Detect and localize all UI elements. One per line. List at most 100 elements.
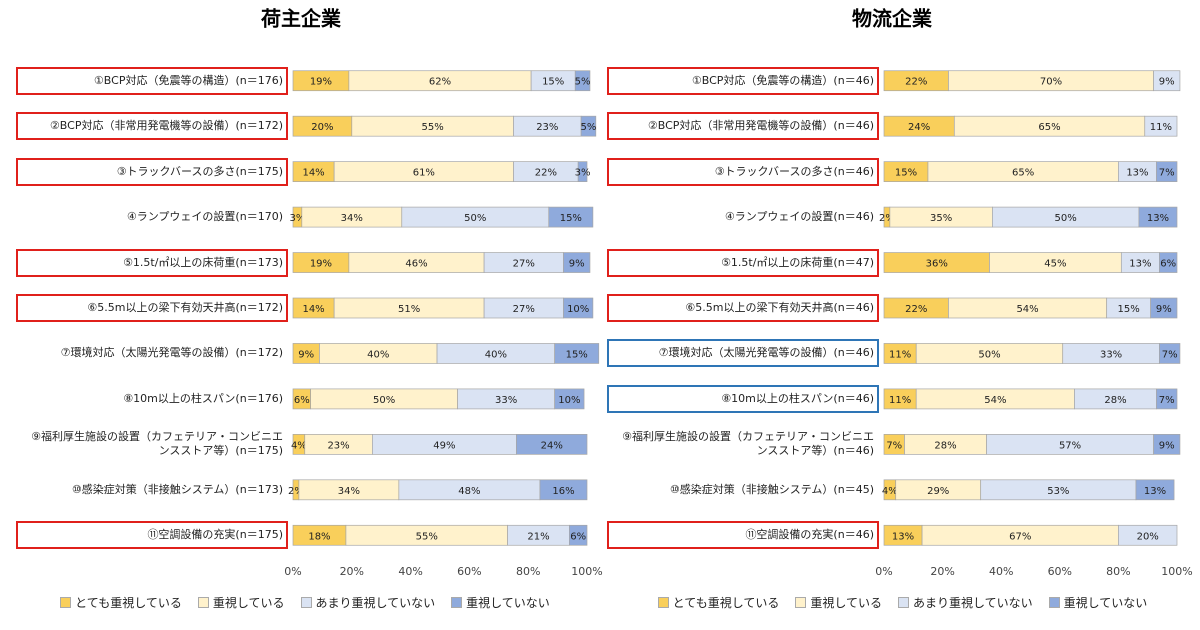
data-label: 13% bbox=[1126, 168, 1148, 179]
data-label: 7% bbox=[1162, 349, 1178, 360]
data-label: 9% bbox=[298, 349, 314, 360]
data-label: 53% bbox=[1047, 486, 1069, 497]
bar-segment bbox=[1159, 252, 1178, 273]
data-label: 13% bbox=[1144, 486, 1166, 497]
category-label: ⑥5.5m以上の梁下有効天井高(n＝46) bbox=[607, 294, 879, 322]
bar-segment bbox=[1153, 434, 1181, 455]
data-label: 28% bbox=[1104, 395, 1126, 406]
category-label: ①BCP対応（免震等の構造）(n＝46) bbox=[607, 66, 879, 95]
category-label: ③トラックバースの多さ(n＝46) bbox=[607, 157, 879, 186]
category-label: ⑪空調設備の充実(n＝46) bbox=[607, 521, 879, 550]
data-label: 10% bbox=[567, 304, 589, 315]
category-label: ④ランプウェイの設置(n＝170) bbox=[126, 210, 283, 224]
data-label: 3% bbox=[575, 168, 591, 179]
data-label: 20% bbox=[1137, 531, 1159, 542]
data-label: 29% bbox=[927, 486, 949, 497]
legend-item: あまり重視していない bbox=[898, 594, 1033, 611]
x-tick-label: 20% bbox=[930, 565, 954, 578]
data-label: 4% bbox=[882, 486, 898, 497]
legend-label: とても重視している bbox=[75, 596, 182, 610]
category-label: ⑤1.5t/㎡以上の床荷重(n＝47) bbox=[607, 248, 879, 277]
category-label: ⑨福利厚生施設の設置（カフェテリア・コンビニエンスストア等）(n＝46) bbox=[622, 430, 874, 458]
data-label: 55% bbox=[422, 122, 444, 133]
legend-item: とても重視している bbox=[60, 594, 182, 611]
category-label: ⑪空調設備の充実(n＝175) bbox=[16, 521, 288, 550]
chart-title: 物流企業 bbox=[852, 7, 933, 31]
x-tick-label: 60% bbox=[1048, 565, 1072, 578]
data-label: 49% bbox=[433, 440, 455, 451]
legend-swatch bbox=[451, 597, 463, 608]
data-label: 33% bbox=[495, 395, 517, 406]
data-label: 28% bbox=[934, 440, 956, 451]
bar-segment bbox=[1156, 161, 1178, 182]
category-label: ③トラックバースの多さ(n＝175) bbox=[16, 157, 288, 186]
data-label: 20% bbox=[311, 122, 333, 133]
legend-swatch bbox=[1048, 597, 1060, 608]
data-label: 55% bbox=[416, 531, 438, 542]
data-label: 13% bbox=[892, 531, 914, 542]
data-label: 22% bbox=[905, 304, 927, 315]
legend-item: 重視していない bbox=[1048, 594, 1147, 611]
data-label: 7% bbox=[1159, 395, 1175, 406]
legend-item: あまり重視していない bbox=[300, 594, 435, 611]
data-label: 5% bbox=[581, 122, 597, 133]
bar-segment bbox=[554, 388, 585, 410]
data-label: 9% bbox=[1156, 304, 1172, 315]
legend-swatch bbox=[197, 597, 209, 608]
data-label: 21% bbox=[527, 531, 549, 542]
bar-segment bbox=[563, 297, 594, 319]
data-label: 15% bbox=[566, 349, 588, 360]
x-tick-label: 60% bbox=[457, 565, 481, 578]
bar-segment bbox=[1159, 343, 1181, 364]
category-label: ④ランプウェイの設置(n＝46) bbox=[724, 210, 874, 224]
data-label: 15% bbox=[560, 213, 582, 224]
legend-item: 重視している bbox=[197, 594, 285, 611]
category-label: ⑩感染症対策（非接触システム）(n＝173) bbox=[71, 482, 283, 496]
legend-item: 重視していない bbox=[451, 594, 550, 611]
data-label: 33% bbox=[1100, 349, 1122, 360]
bar-segment bbox=[563, 252, 591, 273]
x-tick-label: 40% bbox=[989, 565, 1013, 578]
legend-swatch bbox=[60, 597, 72, 608]
data-label: 54% bbox=[1016, 304, 1038, 315]
data-label: 51% bbox=[398, 304, 420, 315]
data-label: 9% bbox=[1159, 77, 1175, 88]
data-label: 50% bbox=[978, 349, 1000, 360]
legend-label: とても重視している bbox=[672, 596, 780, 610]
data-label: 40% bbox=[485, 349, 507, 360]
data-label: 18% bbox=[308, 531, 330, 542]
data-label: 13% bbox=[1129, 259, 1151, 270]
legend-swatch bbox=[657, 597, 669, 608]
data-label: 9% bbox=[1159, 440, 1175, 451]
data-label: 70% bbox=[1040, 77, 1062, 88]
data-label: 6% bbox=[294, 395, 310, 406]
data-label: 10% bbox=[558, 395, 580, 406]
data-label: 65% bbox=[1038, 122, 1060, 133]
data-label: 54% bbox=[984, 395, 1006, 406]
data-label: 14% bbox=[302, 304, 324, 315]
data-label: 2% bbox=[879, 213, 895, 224]
data-label: 13% bbox=[1147, 213, 1169, 224]
legend-item: とても重視している bbox=[657, 594, 780, 611]
bar-segment bbox=[1150, 297, 1178, 319]
legend: とても重視している 重視している あまり重視していない 重視していない bbox=[610, 594, 1195, 611]
legend-item: 重視している bbox=[795, 594, 882, 611]
data-label: 11% bbox=[1150, 122, 1172, 133]
data-label: 16% bbox=[552, 486, 574, 497]
data-label: 67% bbox=[1009, 531, 1031, 542]
x-tick-label: 20% bbox=[340, 565, 364, 578]
bar-segment bbox=[1118, 524, 1178, 546]
bar-segment bbox=[1144, 115, 1178, 137]
data-label: 57% bbox=[1059, 440, 1081, 451]
bar-segment bbox=[554, 343, 600, 364]
bar-segment bbox=[1138, 206, 1178, 228]
data-label: 34% bbox=[341, 213, 363, 224]
x-tick-label: 100% bbox=[571, 565, 602, 578]
legend-label: 重視している bbox=[810, 596, 882, 610]
data-label: 45% bbox=[1044, 259, 1066, 270]
x-tick-label: 0% bbox=[875, 565, 892, 578]
x-tick-label: 40% bbox=[398, 565, 422, 578]
category-label: ⑩感染症対策（非接触システム）(n＝45) bbox=[669, 482, 874, 496]
data-label: 15% bbox=[895, 168, 917, 179]
